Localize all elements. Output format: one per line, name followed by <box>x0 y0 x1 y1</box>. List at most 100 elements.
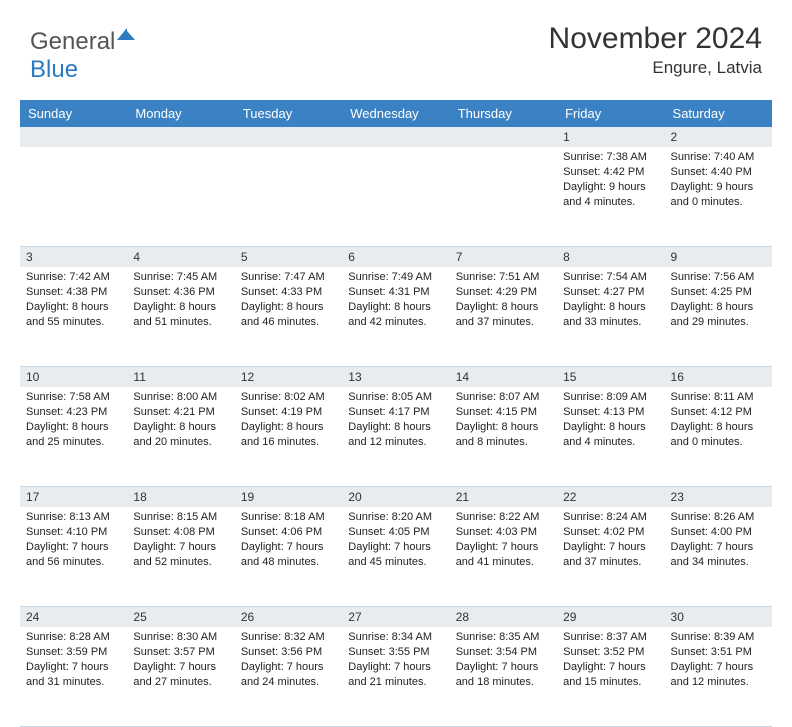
daylight-text-1: Daylight: 7 hours <box>456 540 551 555</box>
sunrise-text: Sunrise: 8:07 AM <box>456 390 551 405</box>
day-number-cell: 2 <box>665 127 772 147</box>
day-number-cell: 21 <box>450 487 557 508</box>
daylight-text-2: and 12 minutes. <box>671 675 766 690</box>
sunset-text: Sunset: 4:33 PM <box>241 285 336 300</box>
sunset-text: Sunset: 3:59 PM <box>26 645 121 660</box>
daynum-row: 17181920212223 <box>20 487 772 508</box>
sunrise-text: Sunrise: 8:32 AM <box>241 630 336 645</box>
sunset-text: Sunset: 3:54 PM <box>456 645 551 660</box>
daynum-row: 3456789 <box>20 247 772 268</box>
sunrise-text: Sunrise: 8:26 AM <box>671 510 766 525</box>
sunset-text: Sunset: 3:52 PM <box>563 645 658 660</box>
day-number-cell: 3 <box>20 247 127 268</box>
day-number-cell: 17 <box>20 487 127 508</box>
daylight-text-2: and 0 minutes. <box>671 195 766 210</box>
day-number-cell: 4 <box>127 247 234 268</box>
weekday-header-row: Sunday Monday Tuesday Wednesday Thursday… <box>20 100 772 127</box>
sunrise-text: Sunrise: 7:54 AM <box>563 270 658 285</box>
daylight-text-2: and 4 minutes. <box>563 195 658 210</box>
daylight-text-2: and 48 minutes. <box>241 555 336 570</box>
sunset-text: Sunset: 4:02 PM <box>563 525 658 540</box>
day-detail-cell: Sunrise: 8:39 AMSunset: 3:51 PMDaylight:… <box>665 627 772 727</box>
sunset-text: Sunset: 4:03 PM <box>456 525 551 540</box>
brand-logo: General Blue <box>30 28 135 84</box>
sunset-text: Sunset: 4:08 PM <box>133 525 228 540</box>
sunset-text: Sunset: 4:29 PM <box>456 285 551 300</box>
sunrise-text: Sunrise: 8:18 AM <box>241 510 336 525</box>
day-number-cell: 9 <box>665 247 772 268</box>
sunset-text: Sunset: 4:17 PM <box>348 405 443 420</box>
day-detail-cell: Sunrise: 8:00 AMSunset: 4:21 PMDaylight:… <box>127 387 234 487</box>
daylight-text-2: and 8 minutes. <box>456 435 551 450</box>
daylight-text-2: and 0 minutes. <box>671 435 766 450</box>
sunrise-text: Sunrise: 8:15 AM <box>133 510 228 525</box>
day-detail-cell: Sunrise: 7:51 AMSunset: 4:29 PMDaylight:… <box>450 267 557 367</box>
daylight-text-1: Daylight: 8 hours <box>348 420 443 435</box>
sunrise-text: Sunrise: 8:13 AM <box>26 510 121 525</box>
location-label: Engure, Latvia <box>549 58 762 78</box>
day-detail-cell: Sunrise: 7:40 AMSunset: 4:40 PMDaylight:… <box>665 147 772 247</box>
daylight-text-1: Daylight: 7 hours <box>456 660 551 675</box>
day-detail-cell: Sunrise: 8:09 AMSunset: 4:13 PMDaylight:… <box>557 387 664 487</box>
sunrise-text: Sunrise: 7:45 AM <box>133 270 228 285</box>
daylight-text-2: and 56 minutes. <box>26 555 121 570</box>
detail-row: Sunrise: 7:42 AMSunset: 4:38 PMDaylight:… <box>20 267 772 367</box>
sunset-text: Sunset: 4:25 PM <box>671 285 766 300</box>
day-detail-cell: Sunrise: 7:38 AMSunset: 4:42 PMDaylight:… <box>557 147 664 247</box>
daylight-text-1: Daylight: 8 hours <box>26 420 121 435</box>
sunset-text: Sunset: 4:27 PM <box>563 285 658 300</box>
day-detail-cell: Sunrise: 8:34 AMSunset: 3:55 PMDaylight:… <box>342 627 449 727</box>
day-number-cell: 1 <box>557 127 664 147</box>
day-number-cell: 27 <box>342 607 449 628</box>
weekday-header: Wednesday <box>342 100 449 127</box>
day-number-cell: 23 <box>665 487 772 508</box>
day-number-cell: 10 <box>20 367 127 388</box>
day-detail-cell: Sunrise: 8:35 AMSunset: 3:54 PMDaylight:… <box>450 627 557 727</box>
day-number-cell <box>20 127 127 147</box>
daylight-text-2: and 18 minutes. <box>456 675 551 690</box>
sunrise-text: Sunrise: 8:34 AM <box>348 630 443 645</box>
daylight-text-1: Daylight: 8 hours <box>241 300 336 315</box>
day-number-cell: 8 <box>557 247 664 268</box>
day-number-cell: 19 <box>235 487 342 508</box>
day-number-cell: 25 <box>127 607 234 628</box>
day-detail-cell <box>450 147 557 247</box>
day-number-cell: 16 <box>665 367 772 388</box>
day-number-cell <box>127 127 234 147</box>
sunset-text: Sunset: 4:15 PM <box>456 405 551 420</box>
daylight-text-2: and 51 minutes. <box>133 315 228 330</box>
day-detail-cell: Sunrise: 8:22 AMSunset: 4:03 PMDaylight:… <box>450 507 557 607</box>
day-number-cell: 22 <box>557 487 664 508</box>
day-number-cell: 26 <box>235 607 342 628</box>
daylight-text-1: Daylight: 7 hours <box>241 540 336 555</box>
day-number-cell: 6 <box>342 247 449 268</box>
daylight-text-2: and 12 minutes. <box>348 435 443 450</box>
day-detail-cell: Sunrise: 8:24 AMSunset: 4:02 PMDaylight:… <box>557 507 664 607</box>
calendar-container: Sunday Monday Tuesday Wednesday Thursday… <box>20 100 772 727</box>
day-detail-cell: Sunrise: 8:37 AMSunset: 3:52 PMDaylight:… <box>557 627 664 727</box>
brand-part1: General <box>30 28 115 55</box>
day-number-cell: 28 <box>450 607 557 628</box>
daylight-text-2: and 46 minutes. <box>241 315 336 330</box>
sunrise-text: Sunrise: 7:47 AM <box>241 270 336 285</box>
daylight-text-1: Daylight: 7 hours <box>563 540 658 555</box>
day-number-cell <box>450 127 557 147</box>
daylight-text-2: and 31 minutes. <box>26 675 121 690</box>
daylight-text-2: and 16 minutes. <box>241 435 336 450</box>
sunset-text: Sunset: 3:51 PM <box>671 645 766 660</box>
day-number-cell: 5 <box>235 247 342 268</box>
daylight-text-1: Daylight: 8 hours <box>671 420 766 435</box>
day-detail-cell: Sunrise: 7:58 AMSunset: 4:23 PMDaylight:… <box>20 387 127 487</box>
sunrise-text: Sunrise: 7:40 AM <box>671 150 766 165</box>
daylight-text-2: and 41 minutes. <box>456 555 551 570</box>
sunrise-text: Sunrise: 7:51 AM <box>456 270 551 285</box>
day-detail-cell: Sunrise: 7:47 AMSunset: 4:33 PMDaylight:… <box>235 267 342 367</box>
daylight-text-2: and 33 minutes. <box>563 315 658 330</box>
daylight-text-1: Daylight: 7 hours <box>671 540 766 555</box>
day-number-cell: 20 <box>342 487 449 508</box>
sunset-text: Sunset: 4:12 PM <box>671 405 766 420</box>
day-number-cell: 24 <box>20 607 127 628</box>
day-detail-cell: Sunrise: 7:42 AMSunset: 4:38 PMDaylight:… <box>20 267 127 367</box>
sunrise-text: Sunrise: 8:11 AM <box>671 390 766 405</box>
sunset-text: Sunset: 4:21 PM <box>133 405 228 420</box>
